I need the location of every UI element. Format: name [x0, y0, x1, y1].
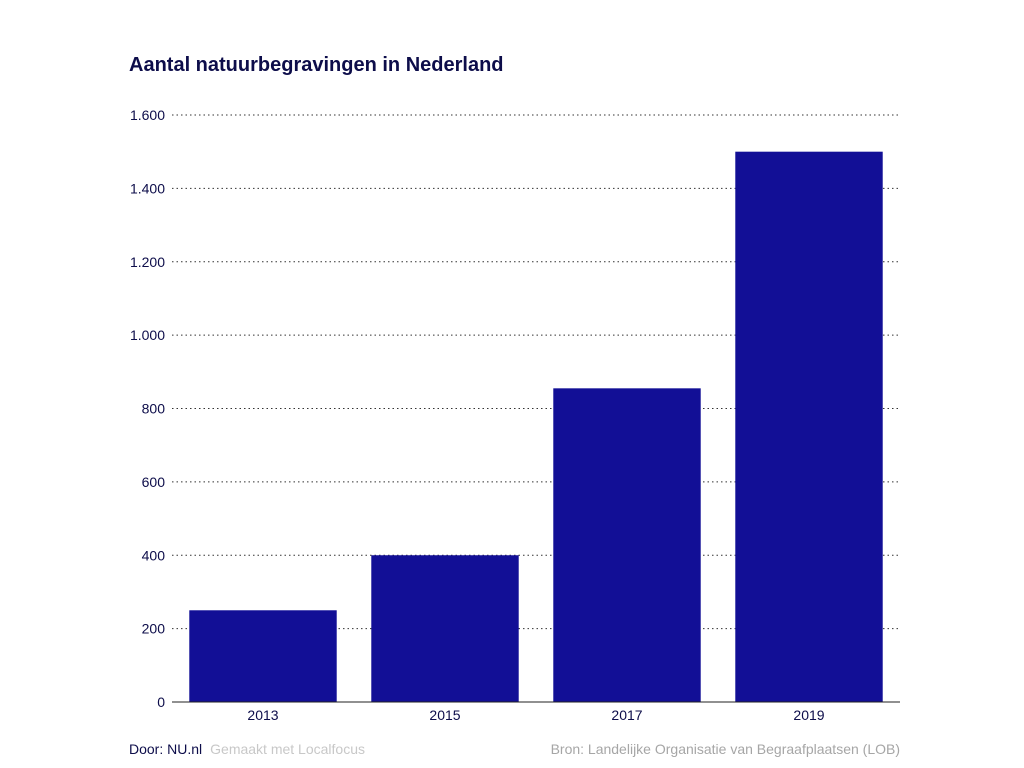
author-credit: Door: NU.nl [129, 741, 203, 757]
y-tick-label: 600 [142, 474, 166, 490]
bars [189, 151, 883, 702]
y-tick-label: 800 [142, 401, 166, 417]
bar-2013[interactable] [189, 610, 337, 702]
x-axis-tick-labels: 2013 2015 2017 2019 [247, 707, 824, 723]
made-with-link[interactable]: Gemaakt met Localfocus [210, 741, 365, 757]
y-tick-label: 1.600 [130, 107, 165, 123]
y-axis-tick-labels: 0 200 400 600 800 1.000 1.200 1.400 1.600 [130, 107, 165, 710]
y-tick-label: 200 [142, 621, 166, 637]
bar-2015[interactable] [371, 555, 519, 702]
bar-2017[interactable] [553, 388, 701, 702]
x-tick-label: 2015 [429, 707, 460, 723]
x-tick-label: 2013 [247, 707, 278, 723]
y-tick-label: 0 [157, 694, 165, 710]
bar-2019[interactable] [735, 151, 883, 702]
chart-title: Aantal natuurbegravingen in Nederland [129, 54, 504, 76]
source-credit: Bron: Landelijke Organisatie van Begraaf… [550, 741, 900, 757]
y-tick-label: 1.000 [130, 327, 165, 343]
y-tick-label: 1.400 [130, 180, 165, 196]
footer-credits: Door: NU.nl Gemaakt met Localfocus [129, 741, 365, 757]
x-tick-label: 2019 [793, 707, 824, 723]
x-tick-label: 2017 [611, 707, 642, 723]
y-tick-label: 1.200 [130, 254, 165, 270]
y-tick-label: 400 [142, 547, 166, 563]
